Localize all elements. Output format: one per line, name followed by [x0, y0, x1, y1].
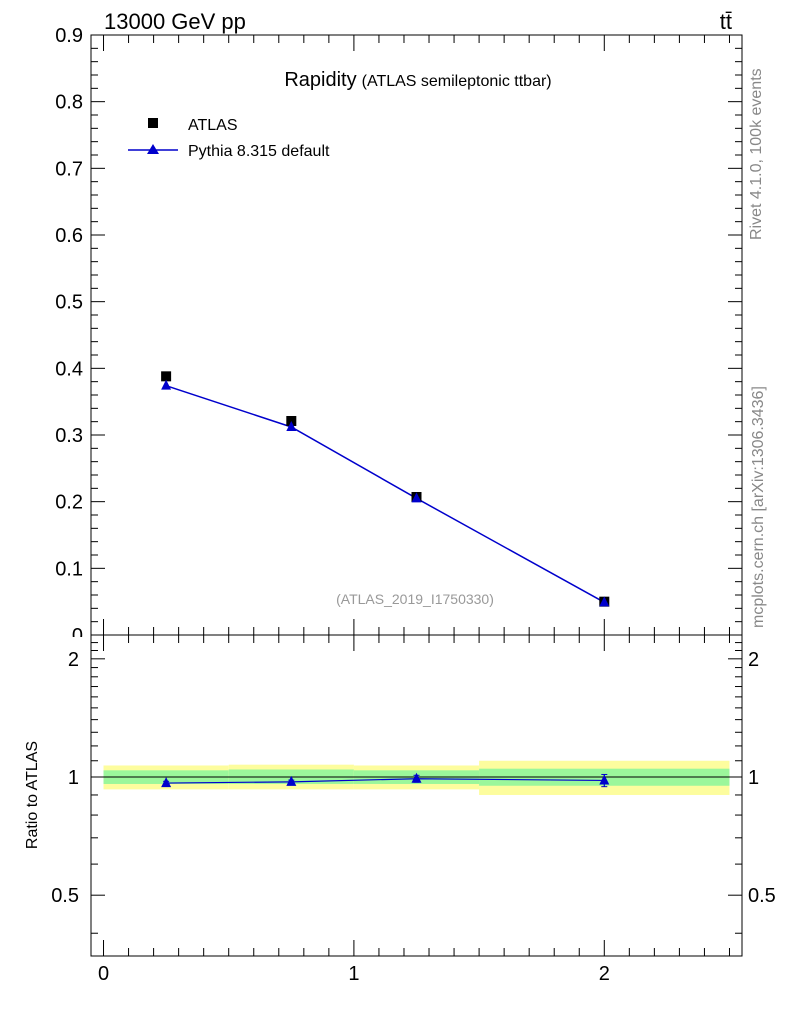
- main-ytick-label: 0.2: [55, 492, 83, 514]
- title-main: Rapidity: [284, 69, 356, 91]
- mcplots-label: mcplots.cern.ch [arXiv:1306.3436]: [750, 386, 767, 628]
- main-ytick-label: 0.7: [55, 158, 83, 180]
- main-panel: 0.1 0.2 0.3 0.4 0.5 0.6 0.7 0.8 0.9 0 Rapidity (AT…: [40, 25, 743, 647]
- pythia-point: [411, 492, 422, 503]
- ratio-ticks: 0.5 0.5 1 1 2 2 0 1 2: [51, 635, 776, 985]
- main-data-marks: [161, 371, 610, 607]
- main-ticks: 0.1 0.2 0.3 0.4 0.5 0.6 0.7 0.8 0.9 0: [40, 25, 742, 647]
- ratio-line: [166, 778, 605, 784]
- ratio-point: [599, 774, 610, 785]
- legend-atlas-marker: [148, 118, 158, 128]
- main-ytick-zero-label: 0: [72, 625, 83, 647]
- ratio-point: [161, 777, 172, 788]
- legend-atlas-label: ATLAS: [188, 117, 238, 134]
- ratio-ytick-label-right: 1: [748, 767, 759, 789]
- ratio-xtick-label: 0: [98, 963, 109, 985]
- legend: ATLAS Pythia 8.315 default: [128, 117, 330, 160]
- ratio-frame: [90, 634, 743, 957]
- main-ytick-label: 0.4: [55, 358, 83, 380]
- ratio-ytick-label: 0.5: [51, 885, 79, 907]
- ratio-ytick-label: 1: [68, 767, 79, 789]
- chart-title: Rapidity (ATLAS semileptonic ttbar): [284, 69, 551, 91]
- ratio-ytick-label: 2: [68, 649, 79, 671]
- ratio-ytick-label-right: 2: [748, 649, 759, 671]
- main-ytick-label: 0.1: [55, 558, 83, 580]
- ratio-xtick-label: 2: [599, 963, 610, 985]
- ratio-point: [286, 775, 297, 786]
- rivet-label: Rivet 4.1.0, 100k events: [748, 68, 765, 240]
- title-sub: (ATLAS semileptonic ttbar): [362, 73, 552, 90]
- main-ytick-label: 0.9: [55, 25, 83, 47]
- ratio-ytick-label-right: 0.5: [748, 885, 776, 907]
- main-ytick-label: 0.6: [55, 225, 83, 247]
- ratio-ylabel: Ratio to ATLAS: [24, 741, 41, 849]
- pythia-point: [161, 379, 172, 390]
- energy-label: 13000 GeV pp: [104, 9, 246, 34]
- pythia-point: [599, 596, 610, 607]
- ratio-xtick-label: 1: [348, 963, 359, 985]
- main-ytick-label: 0.3: [55, 425, 83, 447]
- ratio-panel: 0.5 0.5 1 1 2 2 0 1 2 Ratio to ATLAS: [24, 634, 776, 985]
- watermark: (ATLAS_2019_I1750330): [336, 591, 494, 607]
- legend-pythia-label: Pythia 8.315 default: [188, 143, 330, 160]
- pythia-point: [286, 421, 297, 431]
- main-ytick-label: 0.5: [55, 292, 83, 314]
- legend-pythia-marker: [147, 144, 159, 154]
- main-ytick-label: 0.8: [55, 92, 83, 114]
- atlas-point: [161, 371, 172, 382]
- ratio-point: [411, 772, 422, 783]
- process-label: tt̄: [720, 9, 732, 34]
- zero-label-mask: [40, 637, 90, 647]
- ratio-data-marks: [161, 772, 610, 788]
- pythia-line: [165, 384, 605, 603]
